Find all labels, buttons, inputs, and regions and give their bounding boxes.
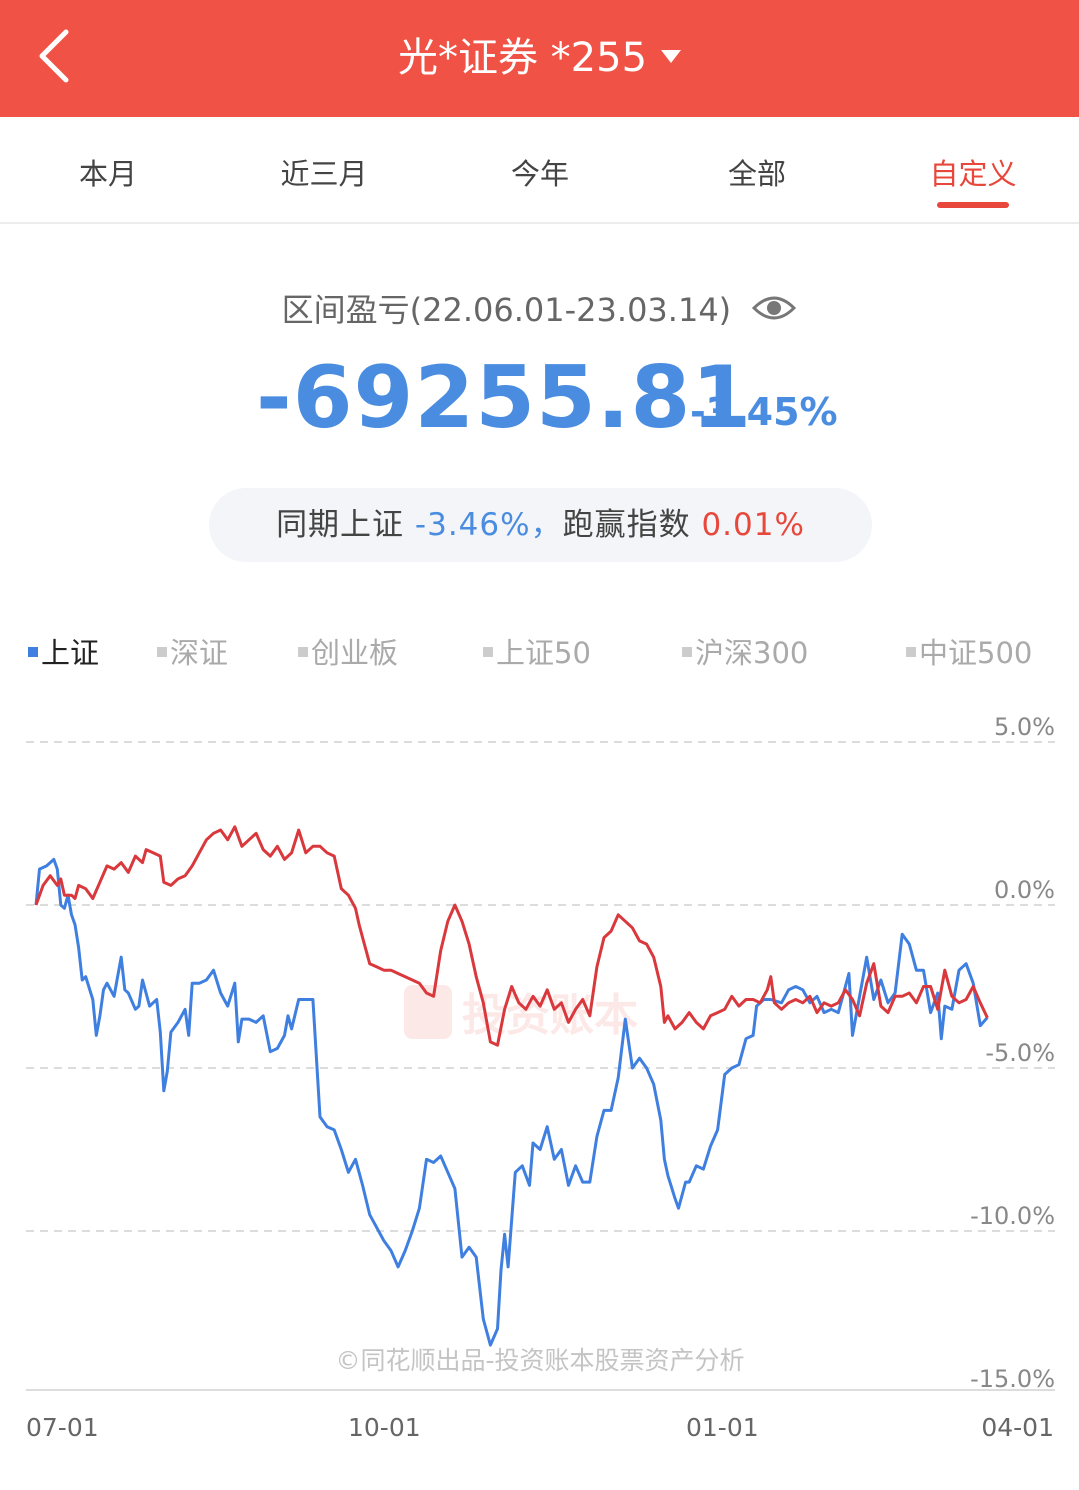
legend-marker xyxy=(483,647,493,657)
beat-label: 跑赢指数 xyxy=(562,507,691,543)
chart-grid xyxy=(26,741,1055,1232)
x-tick-label: 01-01 xyxy=(686,1413,759,1442)
tab-this-month[interactable]: 本月 xyxy=(78,157,138,191)
compare-prefix: 同期上证 xyxy=(276,507,405,543)
legend-marker xyxy=(298,647,308,657)
watermark-footer: ©同花顺出品-投资账本股票资产分析 xyxy=(335,1346,744,1375)
tab-all[interactable]: 全部 xyxy=(727,157,787,191)
chevron-left-icon xyxy=(39,29,69,83)
eye-icon[interactable] xyxy=(751,293,797,331)
legend-chinext[interactable]: 创业板 xyxy=(298,630,398,672)
x-tick-label: 07-01 xyxy=(26,1413,99,1442)
legend-label: 深证 xyxy=(170,636,229,670)
x-axis-labels: 07-01 10-01 01-01 04-01 xyxy=(26,1413,1054,1442)
active-tab-indicator xyxy=(937,202,1009,208)
legend-label: 沪深300 xyxy=(695,636,809,670)
legend-csi300[interactable]: 沪深300 xyxy=(682,630,808,672)
pnl-percent: -3.45% xyxy=(690,390,838,434)
tab-three-months[interactable]: 近三月 xyxy=(280,157,368,191)
legend-shenzhen[interactable]: 深证 xyxy=(157,630,228,672)
x-tick-label: 10-01 xyxy=(348,1413,421,1442)
index-line xyxy=(34,857,989,1347)
account-title: 光*证券 *255 xyxy=(397,35,648,81)
tab-custom[interactable]: 自定义 xyxy=(929,157,1017,191)
y-tick-label: 0.0% xyxy=(994,876,1055,904)
account-line xyxy=(34,825,989,1047)
period-tabs: 本月 近三月 今年 全部 自定义 xyxy=(0,117,1079,224)
legend-label: 创业板 xyxy=(311,636,399,670)
tab-this-year[interactable]: 今年 xyxy=(510,157,570,191)
y-tick-label: 5.0% xyxy=(994,713,1055,741)
legend-marker xyxy=(682,647,692,657)
legend-shanghai[interactable]: 上证 xyxy=(28,630,99,672)
beat-percent: 0.01% xyxy=(701,507,805,543)
legend-label: 中证500 xyxy=(919,636,1033,670)
performance-chart[interactable]: 投资账本 5.0% 0.0% -5.0% -10.0% -15.0% 07-01 10-0… xyxy=(0,690,1079,1460)
y-tick-label: -10.0% xyxy=(970,1202,1055,1230)
chart-series xyxy=(34,825,989,1347)
watermark-logo: 投资账本 xyxy=(404,985,638,1041)
legend-label: 上证 xyxy=(41,636,100,670)
legend-label: 上证50 xyxy=(496,636,591,670)
legend-marker xyxy=(157,647,167,657)
account-selector[interactable]: 光*证券 *255 xyxy=(0,30,1079,86)
legend-marker xyxy=(28,647,38,657)
y-tick-label: -5.0% xyxy=(985,1039,1055,1067)
legend-csi500[interactable]: 中证500 xyxy=(906,630,1032,672)
y-tick-label: -15.0% xyxy=(970,1365,1055,1393)
benchmark-compare: 同期上证 -3.46%，跑赢指数 0.01% xyxy=(209,488,872,562)
x-tick-label: 04-01 xyxy=(981,1413,1054,1442)
pnl-value: -69255.81 xyxy=(256,348,753,448)
range-label: 区间盈亏(22.06.01-23.03.14) xyxy=(281,291,732,329)
legend-sse50[interactable]: 上证50 xyxy=(483,630,591,672)
legend-marker xyxy=(906,647,916,657)
range-row: 区间盈亏(22.06.01-23.03.14) xyxy=(0,285,1079,331)
top-bar: 光*证券 *255 xyxy=(0,0,1079,117)
compare-percent: -3.46%， xyxy=(414,507,563,543)
back-button[interactable] xyxy=(30,22,90,92)
caret-down-icon xyxy=(661,49,682,63)
y-axis-labels: 5.0% 0.0% -5.0% -10.0% -15.0% xyxy=(970,713,1055,1393)
